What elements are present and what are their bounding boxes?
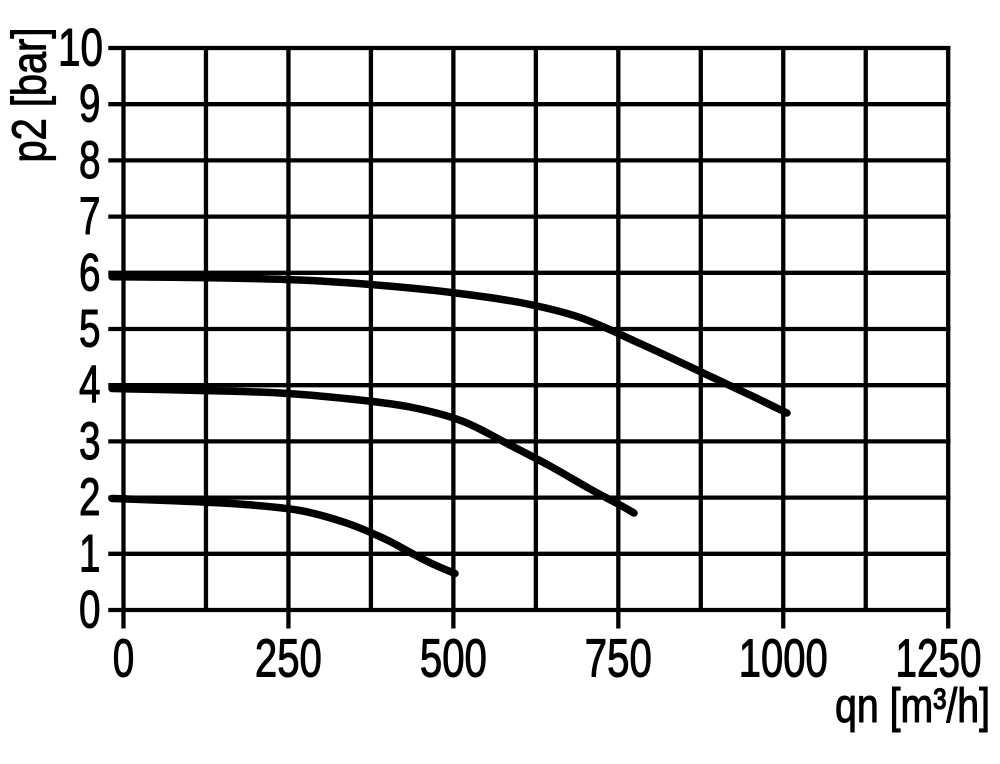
svg-text:qn [m³/h]: qn [m³/h] [835,680,990,733]
svg-text:0: 0 [113,629,135,689]
svg-text:8: 8 [79,131,101,190]
svg-text:1000: 1000 [739,629,828,689]
svg-text:2: 2 [79,468,101,527]
svg-text:0: 0 [79,581,101,640]
svg-text:750: 750 [585,629,652,689]
svg-text:6: 6 [79,243,101,302]
svg-text:3: 3 [79,412,101,471]
svg-text:10: 10 [58,19,103,78]
svg-text:1: 1 [79,524,101,583]
svg-text:5: 5 [79,300,101,359]
svg-text:p2 [bar]: p2 [bar] [4,28,57,163]
svg-text:1250: 1250 [896,629,982,689]
svg-text:250: 250 [255,629,322,689]
svg-text:4: 4 [79,356,101,415]
svg-text:7: 7 [79,187,101,246]
svg-text:500: 500 [420,629,487,689]
svg-text:9: 9 [79,75,101,134]
